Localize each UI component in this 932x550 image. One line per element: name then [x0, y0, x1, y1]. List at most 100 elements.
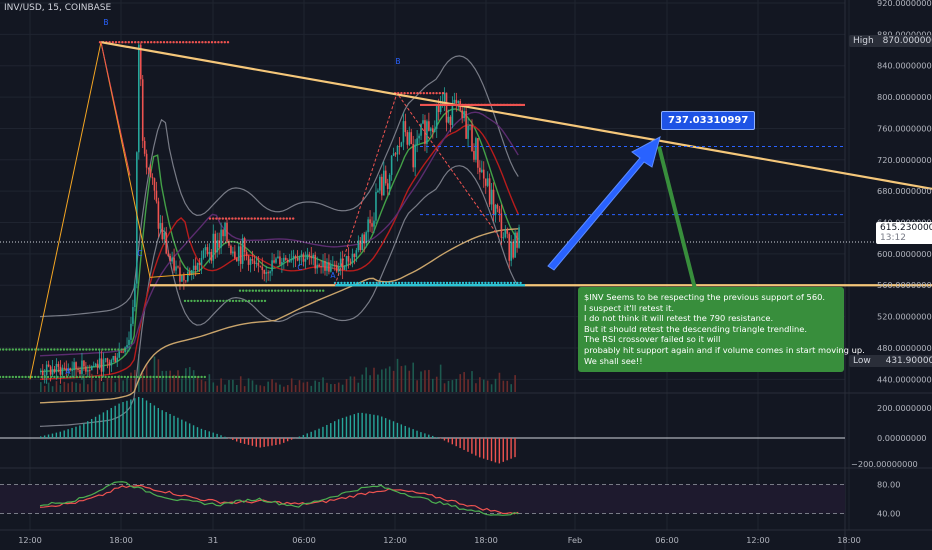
- pivot-dot: [206, 299, 209, 303]
- candle-body: [241, 238, 244, 264]
- pivot-dot: [193, 299, 196, 303]
- candle-body: [426, 121, 428, 144]
- macd-pane: [0, 396, 845, 464]
- pivot-dot: [263, 217, 266, 220]
- volume-bar: [357, 382, 360, 392]
- candle-body: [179, 267, 181, 282]
- volume-bar: [404, 365, 407, 392]
- candle-body: [312, 254, 315, 259]
- pivot-dot: [250, 217, 253, 220]
- macd-bar: [114, 405, 116, 438]
- candle-body: [343, 266, 346, 270]
- macd-bar: [322, 426, 324, 438]
- volume-bar: [471, 371, 473, 392]
- annotation-line: The RSI crossover failed so it will: [584, 334, 721, 345]
- candle-body: [310, 256, 313, 259]
- candle-body: [277, 256, 279, 259]
- candle-body: [335, 264, 338, 272]
- pivot-dot: [40, 348, 43, 351]
- macd-bar: [138, 396, 140, 438]
- volume-bar: [451, 380, 454, 392]
- pivot-dot: [5, 375, 8, 379]
- volume-bar: [412, 362, 414, 392]
- candle-body: [412, 144, 414, 168]
- volume-bar: [341, 384, 344, 392]
- pivot-dot: [169, 41, 172, 44]
- volume-bar: [243, 386, 246, 392]
- candle-body: [245, 252, 248, 256]
- macd-bar: [161, 410, 163, 438]
- pivot-dot: [349, 281, 353, 285]
- macd-bar: [106, 410, 109, 438]
- candle-body: [236, 258, 238, 262]
- rsi-pane: [0, 481, 845, 516]
- candle-body: [192, 265, 195, 271]
- pivot-dot: [400, 91, 403, 95]
- pivot-dot: [8, 375, 11, 379]
- macd-bar: [208, 431, 210, 438]
- volume-bar: [275, 382, 277, 392]
- macd-bar: [381, 416, 383, 438]
- candle-body: [183, 275, 185, 281]
- price-axis[interactable]: 920.00000000 880.00000000 840.00000000 800.…: [851, 0, 932, 519]
- candle-body: [504, 229, 507, 238]
- pivot-dot: [429, 91, 432, 95]
- candle-body: [145, 153, 148, 168]
- candle-body: [294, 256, 297, 258]
- macd-bar: [467, 438, 469, 452]
- pivot-dot: [346, 281, 349, 285]
- candle-body: [471, 124, 473, 152]
- candle-body: [239, 246, 242, 264]
- candle-body: [167, 253, 169, 256]
- pivot-dot: [245, 289, 248, 292]
- candle-body: [141, 79, 144, 141]
- pivot-dot: [500, 281, 503, 285]
- pivot-dot: [413, 281, 417, 285]
- candle-body: [271, 260, 273, 272]
- volume-bar: [224, 384, 226, 392]
- pivot-dot: [43, 348, 46, 351]
- target-price-label[interactable]: 737.03310997: [661, 111, 756, 130]
- candle-body: [435, 105, 438, 129]
- high-value: 870.00000000: [882, 36, 932, 46]
- pivot-dot: [261, 289, 264, 292]
- macd-bar: [420, 432, 422, 438]
- candle-body: [365, 232, 367, 244]
- candle-body: [198, 262, 201, 265]
- candle-body: [126, 345, 128, 348]
- volume-bar: [306, 381, 309, 392]
- candle-body: [224, 222, 226, 237]
- candle-body: [96, 363, 99, 368]
- pivot-dot: [82, 375, 85, 379]
- price-tick-label: 920.00000000: [877, 0, 932, 8]
- pivot-dot: [208, 217, 212, 220]
- annotation-note[interactable]: $INV Seems to be respecting the previous…: [578, 287, 865, 373]
- macd-bar: [314, 430, 316, 438]
- pivot-dot: [85, 375, 88, 379]
- pivot-dot: [277, 289, 280, 292]
- candle-body: [443, 92, 446, 103]
- macd-bar: [220, 435, 222, 438]
- pivot-dot: [256, 217, 260, 220]
- macd-bar: [196, 427, 199, 438]
- candle-body: [161, 223, 164, 240]
- candle-body: [273, 260, 275, 263]
- macd-bar: [475, 438, 477, 456]
- volume-bar: [467, 379, 469, 392]
- pivot-dot: [59, 375, 62, 379]
- pivot-dot: [123, 375, 127, 379]
- macd-bar: [90, 418, 93, 438]
- volume-bar: [475, 383, 477, 392]
- candle-body: [87, 370, 89, 372]
- macd-bar: [200, 428, 203, 438]
- volume-bar: [220, 378, 222, 392]
- pivot-dot: [130, 41, 134, 44]
- volume-bar: [118, 374, 120, 392]
- pivot-dot: [487, 281, 490, 285]
- candle-body: [65, 368, 68, 371]
- symbol-title[interactable]: INV/USD, 15, COINBASE: [4, 3, 112, 13]
- time-axis[interactable]: 12:00 18:00 31 06:00 12:00 18:00 Feb 06:00 12:00…: [18, 535, 861, 545]
- macd-bar: [224, 436, 226, 438]
- candle-body: [424, 120, 426, 144]
